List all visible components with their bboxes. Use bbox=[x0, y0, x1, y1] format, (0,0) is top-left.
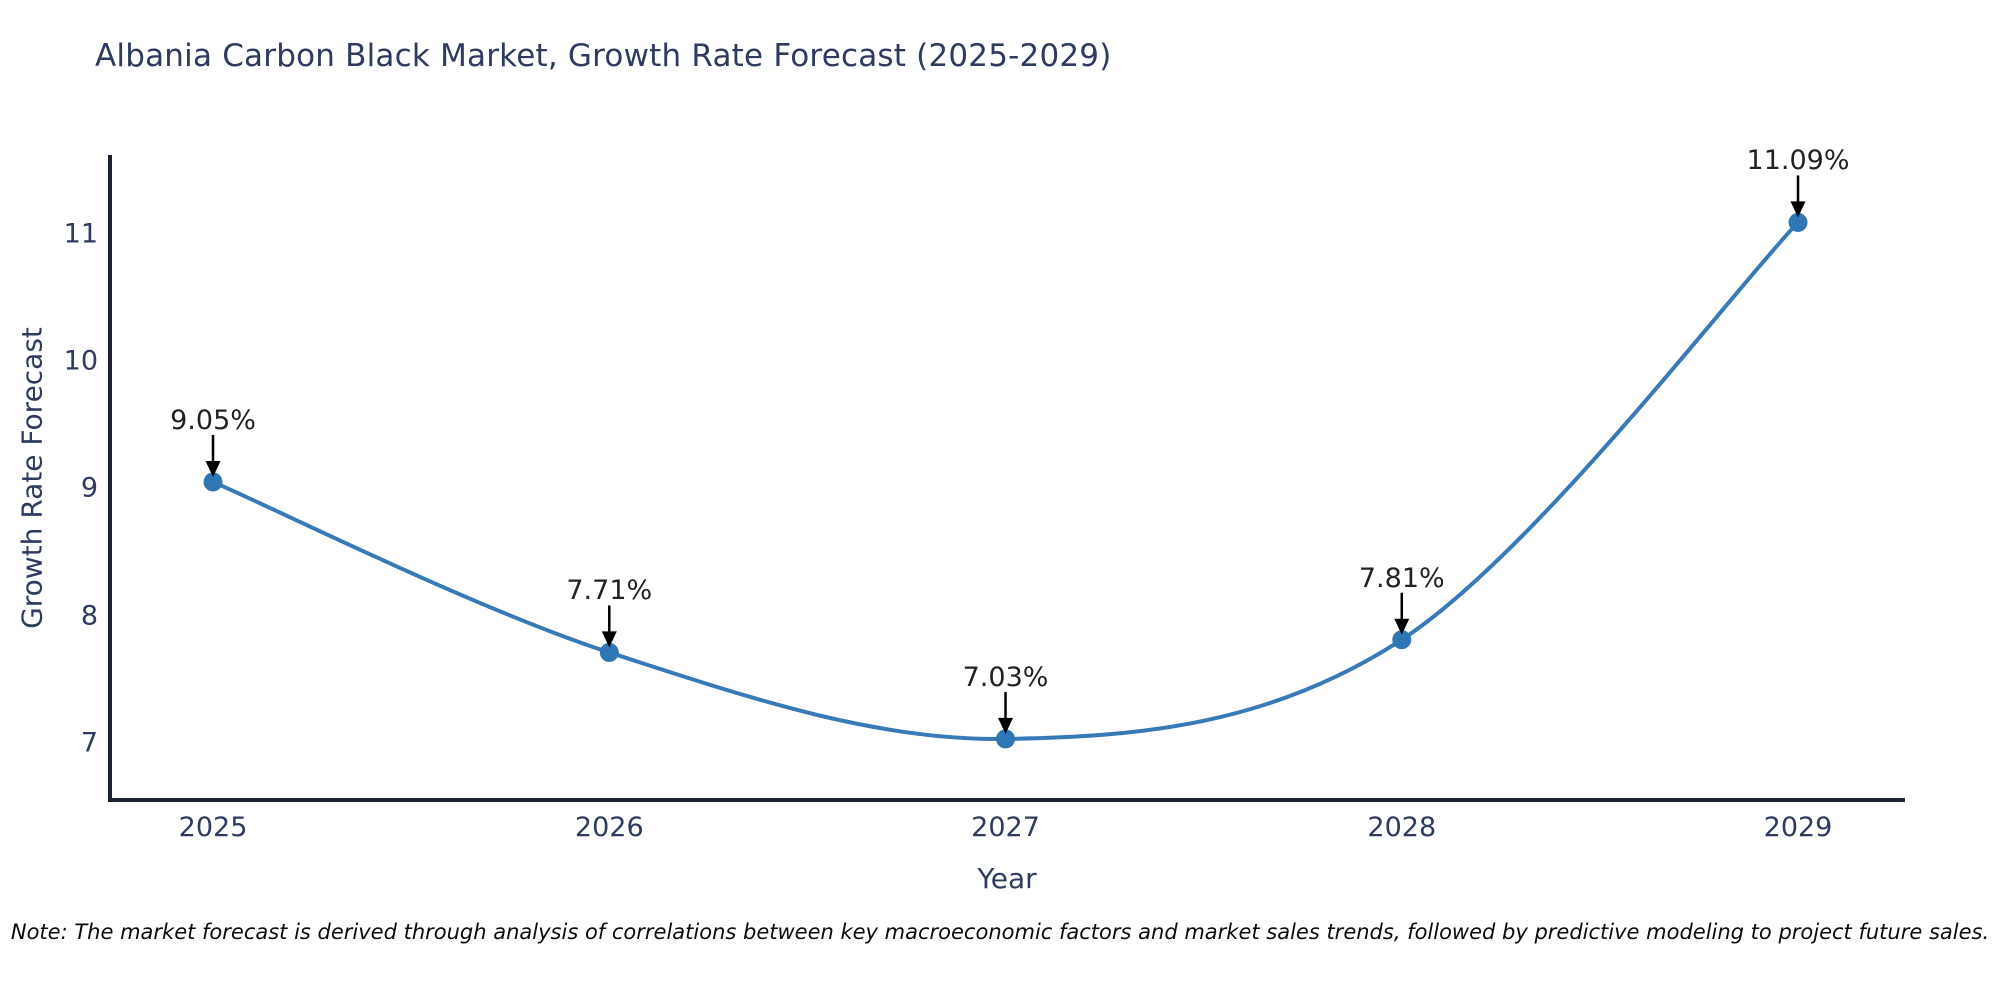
annotation-arrowhead bbox=[1394, 618, 1410, 635]
data-point-marker bbox=[996, 729, 1016, 749]
y-tick-label: 9 bbox=[80, 472, 98, 504]
forecast-line bbox=[211, 220, 1801, 741]
y-tick-label: 7 bbox=[80, 727, 98, 759]
annotation-arrowhead bbox=[998, 717, 1014, 734]
data-point-marker bbox=[1788, 212, 1808, 232]
x-tick-label: 2029 bbox=[1763, 812, 1833, 843]
x-tick-label: 2025 bbox=[178, 812, 248, 843]
y-tick-label: 10 bbox=[63, 345, 98, 377]
x-tick-label: 2026 bbox=[574, 812, 644, 843]
data-point-marker bbox=[203, 472, 223, 492]
x-tick-label: 2027 bbox=[971, 812, 1040, 843]
chart-title: Albania Carbon Black Market, Growth Rate… bbox=[95, 38, 1112, 74]
y-tick-label: 11 bbox=[63, 218, 98, 250]
x-axis-title: Year bbox=[977, 862, 1037, 895]
annotation-arrowhead bbox=[205, 460, 221, 477]
footnote: Note: The market forecast is derived thr… bbox=[10, 920, 1990, 944]
data-point-marker bbox=[599, 642, 619, 662]
x-tick-label: 2028 bbox=[1367, 812, 1437, 843]
point-value-label: 7.71% bbox=[566, 575, 653, 607]
annotation-arrowhead bbox=[1790, 201, 1806, 218]
point-value-label: 7.81% bbox=[1358, 562, 1445, 594]
point-value-label: 9.05% bbox=[170, 404, 256, 436]
axis-lines bbox=[108, 155, 1905, 802]
point-value-label: 7.03% bbox=[962, 661, 1049, 693]
y-tick-label: 8 bbox=[80, 600, 98, 632]
data-point-marker bbox=[1392, 630, 1412, 650]
annotation-arrowhead bbox=[601, 631, 617, 648]
point-value-label: 11.09% bbox=[1746, 145, 1850, 177]
